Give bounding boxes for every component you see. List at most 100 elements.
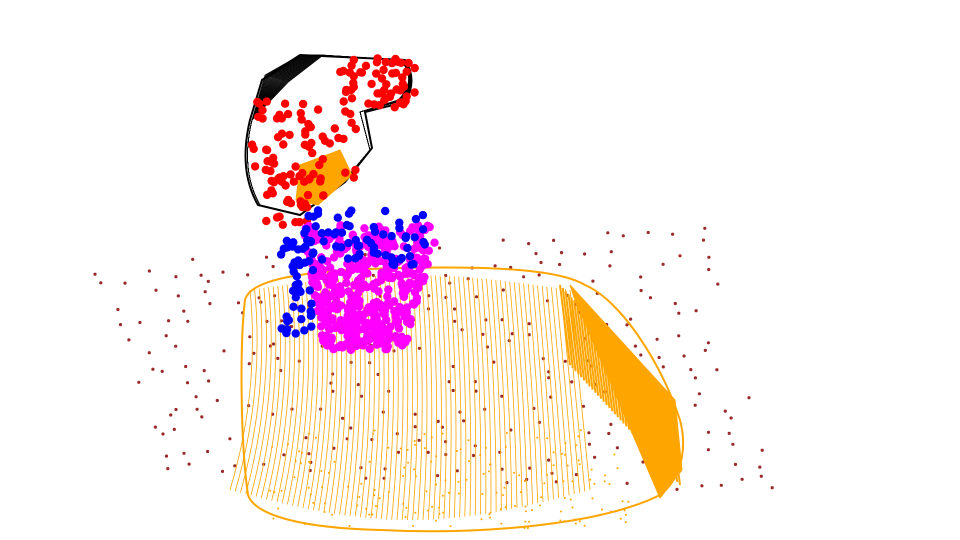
bowl-bottom-point xyxy=(293,476,296,479)
cup-point xyxy=(326,263,335,272)
cup-point xyxy=(372,321,382,330)
gripper-contact-point xyxy=(356,68,365,77)
bowl-bottom-point xyxy=(314,436,317,439)
cup-contact-point xyxy=(302,225,311,234)
bowl-bottom-point xyxy=(577,435,580,438)
gripper-contact-point xyxy=(249,144,258,154)
cup-point xyxy=(403,269,412,278)
floor-point xyxy=(221,270,225,274)
floor-point xyxy=(182,309,186,313)
bowl-streak xyxy=(229,289,253,491)
floor-point xyxy=(587,442,592,446)
cup-point xyxy=(377,268,386,277)
floor-point xyxy=(703,348,707,352)
cup-contact-point xyxy=(295,260,304,270)
floor-point xyxy=(123,281,127,285)
floor-point xyxy=(507,339,511,343)
cup-point xyxy=(316,303,325,312)
bowl-bottom-point xyxy=(627,500,630,503)
floor-point xyxy=(703,226,707,230)
bowl-streak xyxy=(513,282,528,506)
bowl-bottom-point xyxy=(504,506,507,509)
cup-point xyxy=(390,242,399,251)
bowl-bottom-point xyxy=(269,489,272,492)
cup-point xyxy=(324,317,333,326)
floor-point xyxy=(693,403,697,407)
bowl-bottom-point xyxy=(438,512,441,515)
bowl-bottom-point xyxy=(501,494,504,497)
bowl-bottom-point xyxy=(441,494,444,497)
floor-point xyxy=(541,357,545,361)
floor-point xyxy=(706,341,711,345)
bowl-bottom-point xyxy=(358,496,361,498)
bowl-bottom-point xyxy=(538,504,541,507)
cup-point xyxy=(409,271,419,280)
cup-contact-point xyxy=(331,228,341,237)
floor-point xyxy=(591,279,595,283)
cup-contact-point xyxy=(342,220,352,230)
bowl-streak xyxy=(430,275,438,520)
bowl-bottom-point xyxy=(583,524,586,527)
bowl-bottom-point xyxy=(608,483,611,486)
bowl-bottom-point xyxy=(430,436,433,439)
bowl-bottom-point xyxy=(399,447,402,450)
cup-contact-point xyxy=(395,223,404,233)
bowl-bottom-point xyxy=(609,510,612,513)
gripper-contact-point xyxy=(273,133,283,142)
floor-point xyxy=(332,446,336,450)
floor-point xyxy=(646,230,650,235)
bowl-bottom-point xyxy=(579,429,582,432)
bowl-bottom-point xyxy=(527,527,529,529)
bowl-bottom-point xyxy=(519,491,522,494)
bowl-streak xyxy=(527,283,544,503)
floor-point xyxy=(307,452,311,456)
floor-point xyxy=(376,372,380,377)
bowl-bottom-point xyxy=(459,448,462,451)
bowl-bottom-point xyxy=(271,445,274,448)
cup-contact-point xyxy=(397,253,406,263)
bowl-bottom-point xyxy=(413,468,416,471)
gripper-contact-point xyxy=(370,100,379,109)
floor-point xyxy=(349,426,353,430)
gripper-contact-point xyxy=(351,124,360,134)
bowl-wall-streak xyxy=(559,284,571,366)
floor-point xyxy=(436,419,440,423)
floor-point xyxy=(202,369,206,373)
bowl-bottom-point xyxy=(435,455,438,458)
floor-point xyxy=(236,301,241,305)
bowl-bottom-point xyxy=(561,452,563,455)
floor-point xyxy=(220,469,225,473)
bowl-streak xyxy=(266,285,286,500)
bowl-bottom-point xyxy=(414,443,416,446)
cup-point xyxy=(372,312,381,321)
gripper-contact-point xyxy=(286,170,295,179)
floor-point xyxy=(371,273,375,277)
gripper-contact-point xyxy=(262,97,271,106)
gripper-contact-point xyxy=(377,74,387,83)
floor-point xyxy=(474,295,479,299)
cup-point xyxy=(366,307,375,317)
bowl-bottom-point xyxy=(373,489,376,491)
bowl-bottom-point xyxy=(518,474,521,477)
floor-point xyxy=(413,412,417,416)
floor-point xyxy=(500,318,504,322)
cup-point xyxy=(384,335,393,344)
floor-point xyxy=(760,448,764,452)
bowl-bottom-point xyxy=(578,520,581,523)
gripper-contact-point xyxy=(318,155,327,164)
gripper-contact-point xyxy=(334,133,343,143)
bowl-bottom-point xyxy=(405,506,408,509)
bowl-bottom-point xyxy=(449,525,452,528)
floor-point xyxy=(657,355,661,360)
cup-point xyxy=(330,269,340,278)
bowl-bottom-point xyxy=(552,464,555,467)
gripper-contact-point xyxy=(303,203,312,212)
floor-point xyxy=(539,260,543,265)
floor-point xyxy=(501,288,505,292)
bowl-streak xyxy=(541,285,560,499)
gripper-contact-point xyxy=(345,68,355,77)
bowl-bottom-point xyxy=(308,461,311,463)
cup-contact-point xyxy=(317,229,326,238)
bowl-bottom-point xyxy=(423,447,426,450)
